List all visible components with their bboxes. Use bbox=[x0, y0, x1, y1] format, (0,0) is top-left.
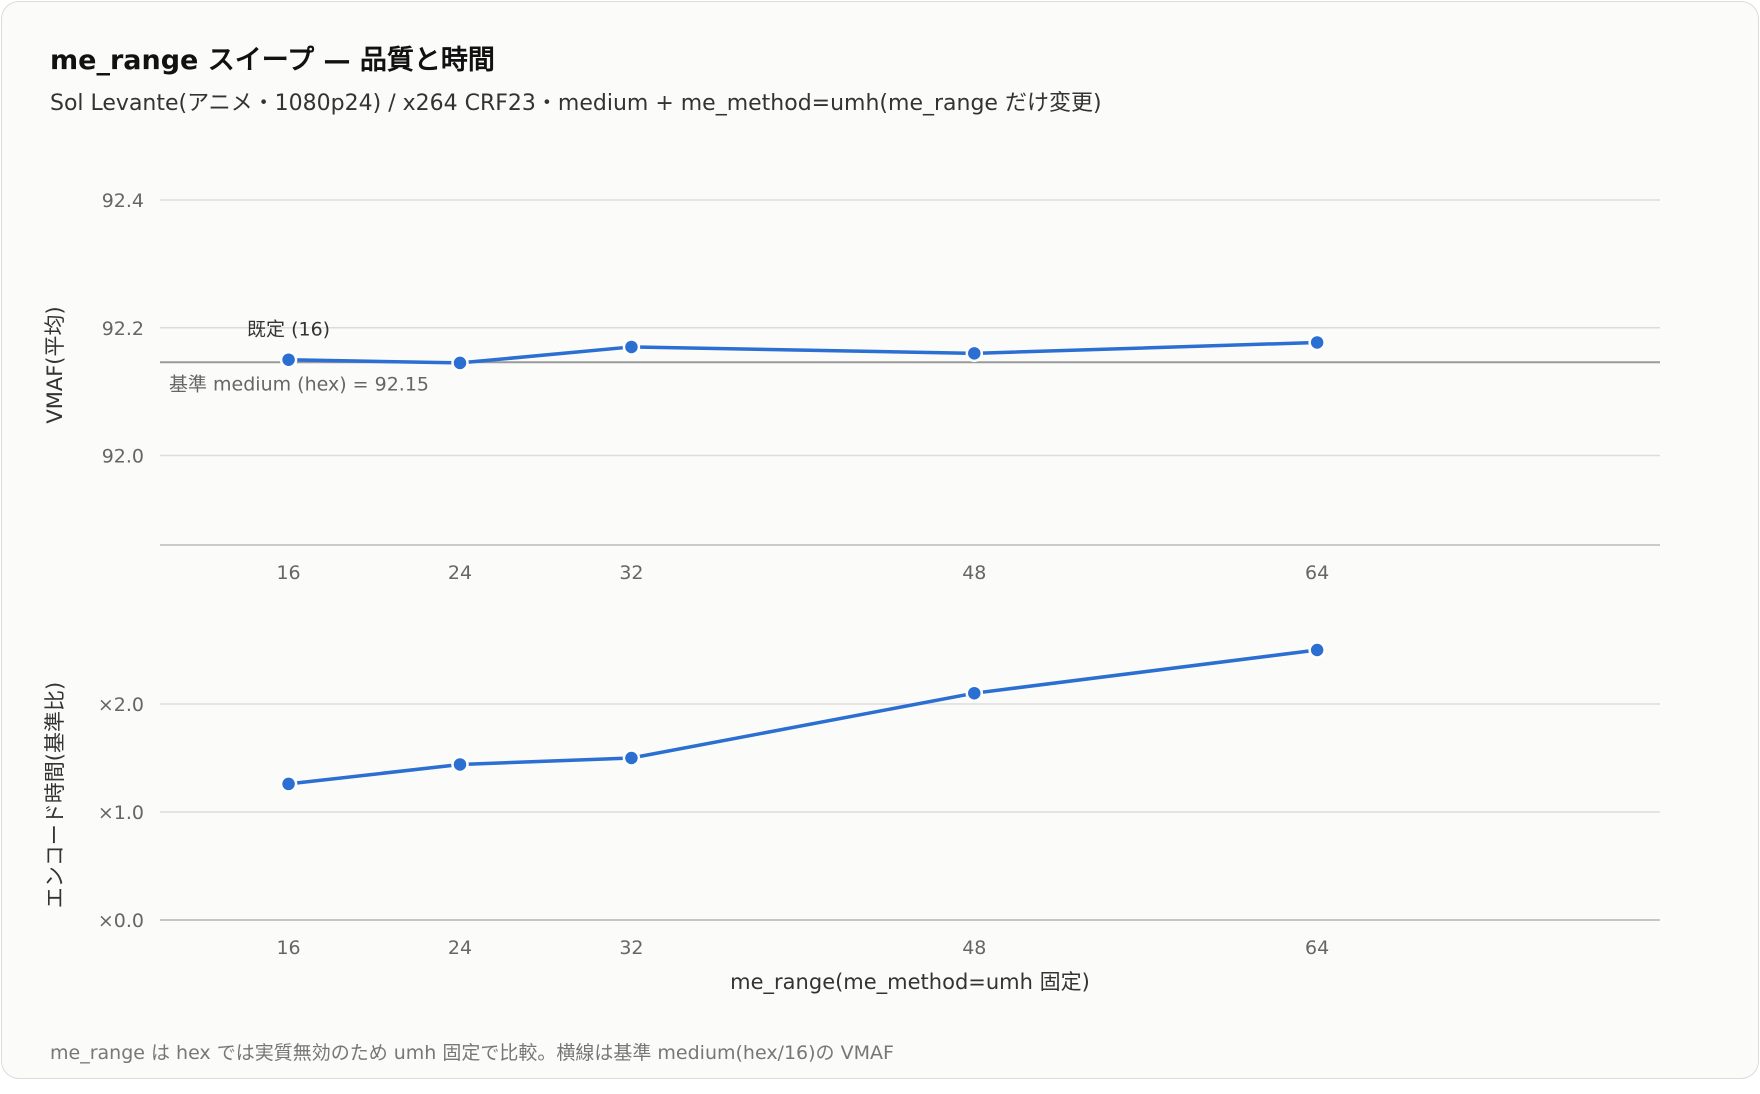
data-point bbox=[1308, 641, 1326, 659]
x-tick-label: 16 bbox=[276, 937, 300, 959]
x-tick-label: 64 bbox=[1305, 937, 1329, 959]
y-axis-label: VMAF(平均) bbox=[43, 306, 67, 423]
y-tick-label: ×1.0 bbox=[98, 802, 144, 824]
data-point bbox=[622, 749, 641, 767]
x-tick-label: 48 bbox=[962, 937, 986, 959]
chart-title: me_range スイープ — 品質と時間 bbox=[50, 45, 495, 76]
data-point bbox=[279, 350, 298, 369]
data-point bbox=[1308, 333, 1326, 352]
x-tick-label: 64 bbox=[1305, 562, 1329, 584]
series-line bbox=[288, 648, 1318, 786]
data-point bbox=[451, 354, 469, 372]
chart-subtitle: Sol Levante(アニメ・1080p24) / x264 CRF23・me… bbox=[50, 91, 1102, 116]
y-tick-label: 92.0 bbox=[102, 446, 144, 468]
footnote: me_range は hex では実質無効のため umh 固定で比較。横線は基準… bbox=[50, 1042, 894, 1064]
series-line bbox=[288, 340, 1318, 365]
data-point bbox=[965, 684, 984, 702]
y-tick-label: ×2.0 bbox=[98, 694, 144, 716]
x-tick-label: 16 bbox=[276, 562, 300, 584]
x-tick-label: 32 bbox=[619, 937, 643, 959]
y-tick-label: 92.4 bbox=[102, 190, 144, 212]
x-tick-label: 24 bbox=[448, 937, 472, 959]
x-tick-label: 32 bbox=[619, 562, 643, 584]
y-tick-label: ×0.0 bbox=[98, 910, 144, 932]
x-tick-label: 48 bbox=[962, 562, 986, 584]
data-point bbox=[451, 755, 469, 774]
x-axis-label: me_range(me_method=umh 固定) bbox=[730, 970, 1090, 995]
x-tick-label: 24 bbox=[448, 562, 472, 584]
reference-line-label: 基準 medium (hex) = 92.15 bbox=[169, 373, 429, 395]
default-annotation: 既定 (16) bbox=[247, 319, 330, 341]
y-tick-label: 92.2 bbox=[102, 318, 144, 340]
y-axis-label: エンコード時間(基準比) bbox=[43, 682, 67, 908]
data-point bbox=[279, 775, 298, 793]
data-point bbox=[965, 344, 984, 363]
data-point bbox=[622, 338, 641, 356]
